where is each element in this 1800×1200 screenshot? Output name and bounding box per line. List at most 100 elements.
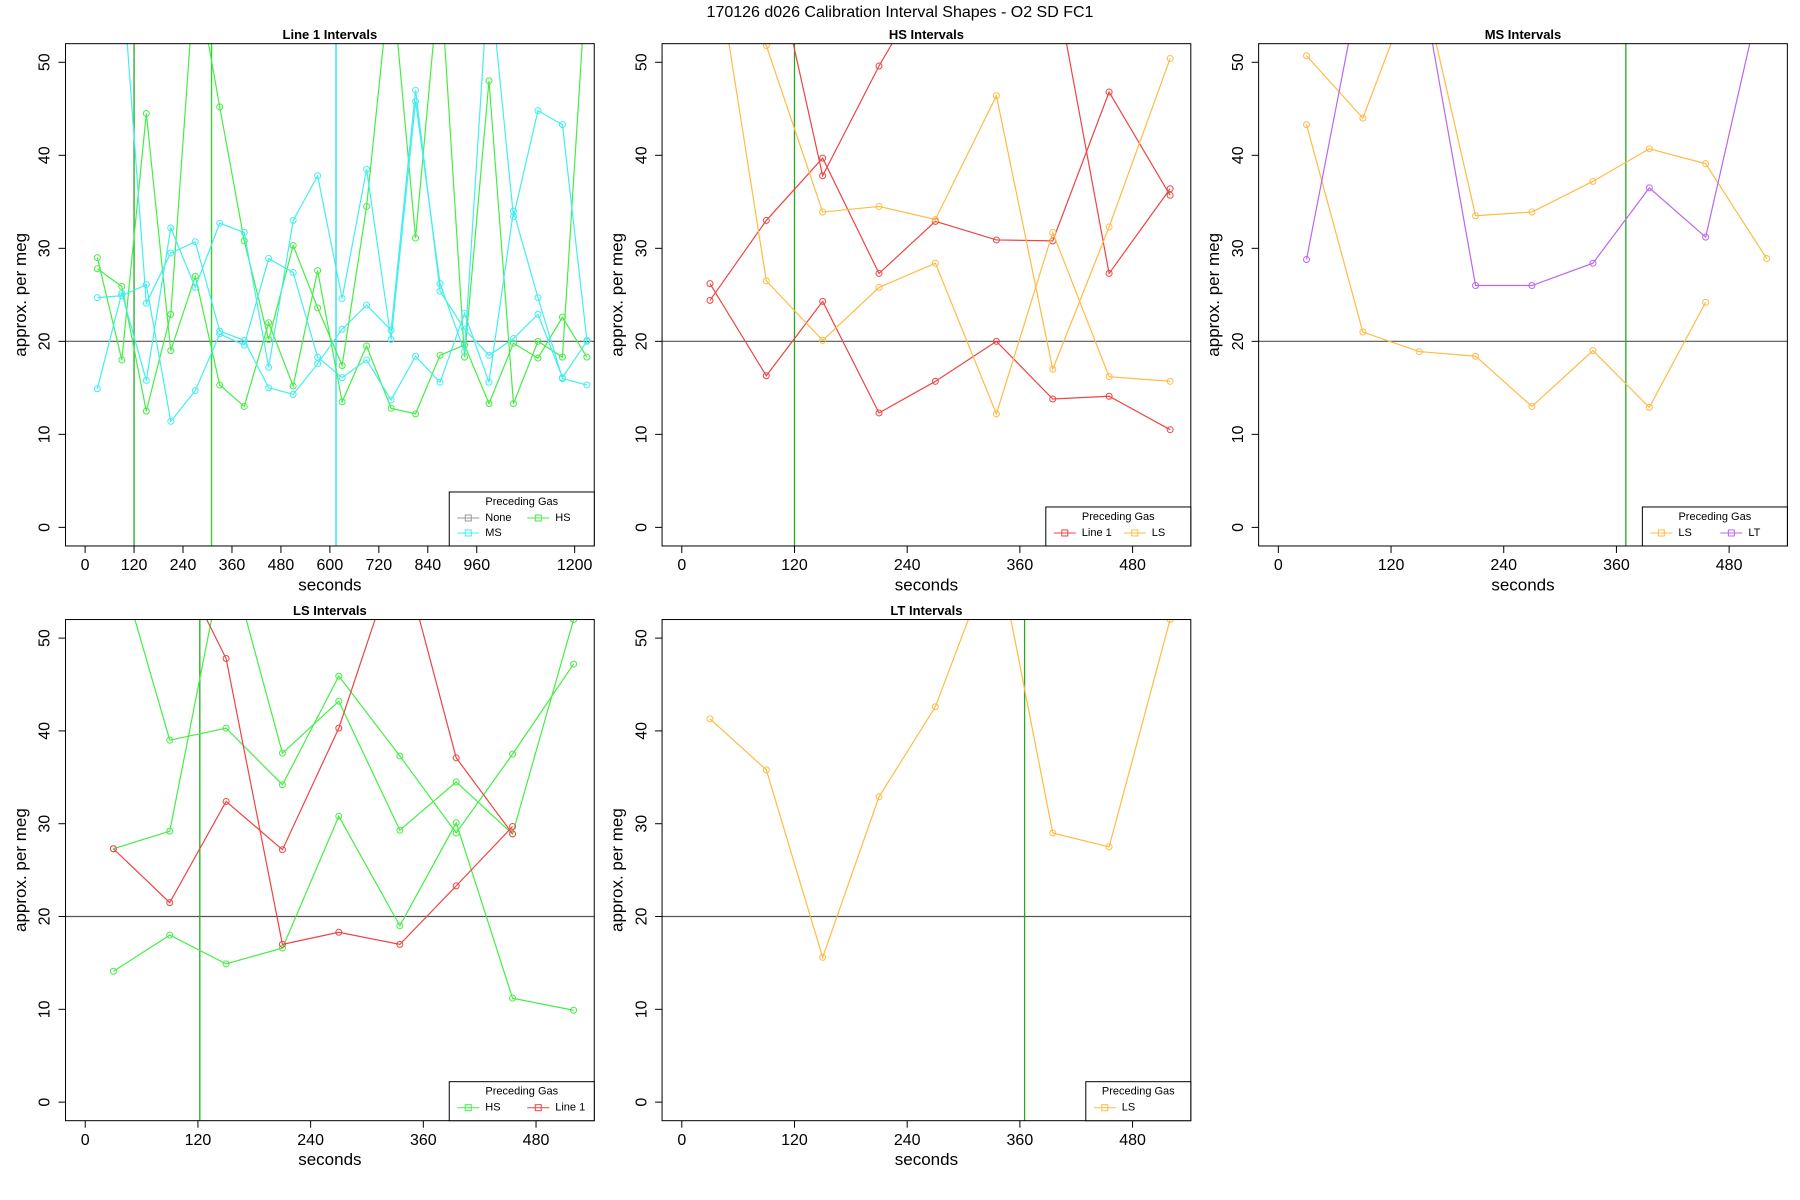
data-point: [993, 542, 999, 548]
x-axis-label: seconds: [298, 575, 361, 594]
data-point: [558, 374, 566, 382]
data-point: [762, 216, 770, 224]
y-tick-label: 50: [1230, 53, 1247, 71]
data-point: [289, 242, 297, 250]
data-point: [570, 1006, 578, 1014]
data-point: [1589, 177, 1597, 185]
y-tick-label: 40: [37, 146, 54, 164]
data-point: [436, 378, 444, 386]
data-point: [1589, 259, 1597, 267]
x-tick-label: 600: [317, 557, 344, 574]
data-point: [1528, 282, 1536, 290]
data-point: [191, 272, 199, 280]
data-point: [992, 92, 1000, 100]
data-point: [509, 213, 517, 221]
data-point: [289, 216, 297, 224]
legend-label: HS: [555, 512, 570, 524]
panel-title: HS Intervals: [889, 27, 964, 42]
data-point: [166, 931, 174, 939]
data-point: [396, 922, 404, 930]
panel-title: MS Intervals: [1485, 27, 1562, 42]
data-point: [819, 208, 827, 216]
data-point: [509, 822, 517, 830]
data-point: [875, 269, 883, 277]
data-point: [452, 778, 460, 786]
data-point: [387, 326, 395, 334]
legend-title: Preceding Gas: [1082, 511, 1155, 523]
legend-box: [448, 1081, 595, 1122]
data-point: [412, 86, 420, 94]
data-point: [93, 294, 101, 302]
data-point: [534, 337, 542, 345]
y-tick-label: 20: [37, 332, 54, 350]
data-point: [167, 417, 175, 425]
data-point: [167, 542, 173, 548]
data-point: [762, 43, 770, 50]
legend-marker: [1131, 529, 1139, 537]
data-point: [118, 282, 126, 290]
data-point: [534, 354, 542, 362]
data-point: [166, 827, 174, 835]
data-point: [216, 381, 224, 389]
data-point: [1049, 829, 1057, 837]
legend-title: Preceding Gas: [1678, 511, 1751, 523]
data-point: [142, 407, 150, 415]
data-point: [363, 356, 371, 364]
data-point: [1472, 352, 1480, 360]
data-point: [387, 404, 395, 412]
y-tick-label: 0: [633, 523, 650, 532]
data-point: [110, 542, 116, 548]
data-point: [819, 953, 827, 961]
x-tick-label: 480: [1119, 1132, 1146, 1149]
panel-title: Line 1 Intervals: [283, 27, 378, 42]
data-point: [142, 376, 150, 384]
x-tick-label: 120: [781, 557, 808, 574]
data-point: [1528, 208, 1536, 216]
data-point: [191, 283, 199, 291]
data-point: [534, 294, 542, 302]
x-tick-label: 120: [1378, 557, 1405, 574]
data-point: [191, 238, 199, 246]
x-tick-label: 240: [894, 1132, 921, 1149]
data-point: [142, 299, 150, 307]
legend-marker: [464, 514, 472, 522]
data-point: [278, 781, 286, 789]
data-point: [314, 360, 322, 368]
data-point: [363, 342, 371, 350]
x-tick-label: 240: [894, 557, 921, 574]
series-line: [96, 43, 583, 412]
data-point: [335, 697, 343, 705]
x-tick-label: 0: [677, 1132, 686, 1149]
data-point: [289, 382, 297, 390]
data-point: [338, 398, 346, 406]
data-point: [509, 335, 517, 343]
data-point: [558, 353, 566, 361]
data-point: [819, 172, 827, 180]
legend-marker: [464, 529, 472, 537]
legend-box: [1045, 506, 1192, 547]
x-tick-label: 480: [1119, 557, 1146, 574]
y-tick-label: 20: [37, 908, 54, 926]
data-point: [1166, 191, 1174, 199]
series-line: [206, 619, 513, 946]
x-tick-label: 240: [1490, 557, 1517, 574]
data-point: [412, 234, 420, 242]
legend-label: LT: [1748, 527, 1760, 539]
data-point: [335, 928, 343, 936]
y-tick-label: 0: [633, 1098, 650, 1107]
data-point: [216, 327, 224, 335]
y-tick-label: 10: [37, 425, 54, 443]
series-line: [1306, 43, 1768, 259]
data-point: [819, 336, 827, 344]
y-axis-label: approx. per meg: [11, 233, 30, 357]
data-point: [265, 335, 273, 343]
series-line: [134, 619, 575, 835]
plot-area: [65, 542, 595, 1121]
series-line: [1305, 124, 1707, 409]
data-point: [167, 249, 175, 257]
data-point: [509, 830, 517, 838]
data-point: [762, 766, 770, 774]
y-tick-label: 10: [37, 1000, 54, 1018]
data-point: [142, 281, 150, 289]
